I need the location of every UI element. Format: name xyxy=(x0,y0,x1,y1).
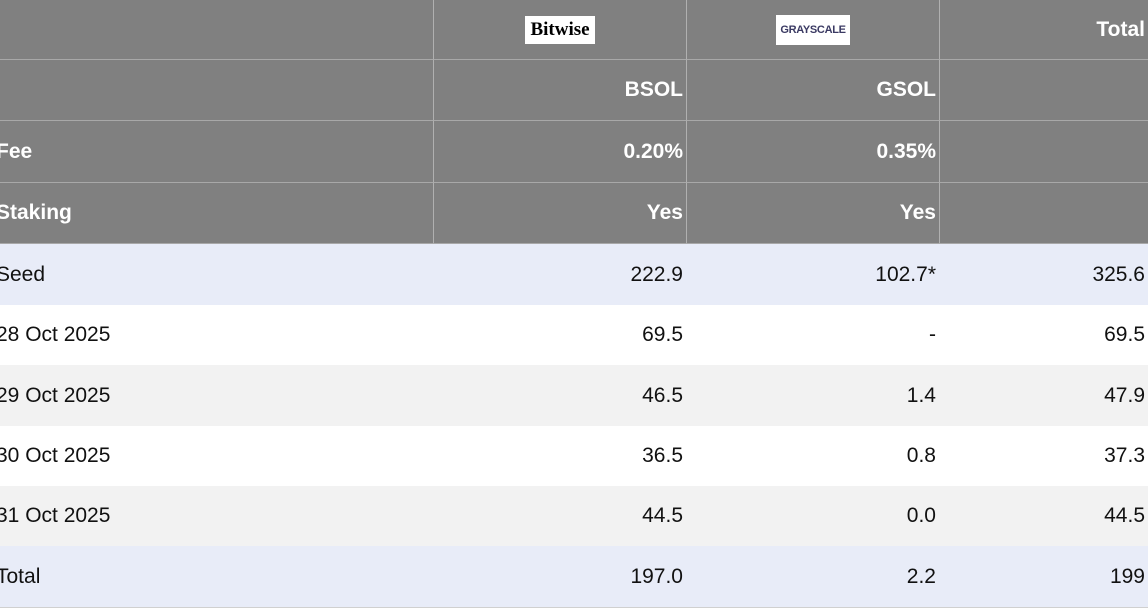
cell-value-text: 46.5 xyxy=(642,383,683,407)
row-label: 28 Oct 2025 xyxy=(0,305,433,365)
row-label-text: 28 Oct 2025 xyxy=(0,323,111,346)
header-staking: Yes xyxy=(686,183,939,244)
row-label-text: 30 Oct 2025 xyxy=(0,444,111,467)
header-total xyxy=(939,60,1148,121)
cell-value: 37.3 xyxy=(939,426,1148,486)
header-fee-text: 0.20% xyxy=(623,139,683,163)
cell-value-text: 102.7* xyxy=(875,262,936,286)
cell-value: 197.0 xyxy=(433,546,686,607)
header-ticker: GSOL xyxy=(686,60,939,121)
row-label: Seed xyxy=(0,244,433,305)
logo: Bitwise xyxy=(525,15,595,44)
cell-value-text: 47.9 xyxy=(1104,383,1145,407)
cell-value: 199 xyxy=(939,546,1148,607)
table-bottom-border xyxy=(0,607,1148,608)
header-fee: 0.35% xyxy=(686,121,939,183)
header-total xyxy=(939,183,1148,244)
row-label-text: 29 Oct 2025 xyxy=(0,383,111,407)
row-label-text: 31 Oct 2025 xyxy=(0,504,111,527)
cell-value-text: 0.0 xyxy=(906,504,936,527)
row-label: Total xyxy=(0,546,433,607)
cell-value: 69.5 xyxy=(939,305,1148,365)
row-label-text: Total xyxy=(0,564,41,588)
header-logo-cell: Bitwise xyxy=(433,0,686,60)
cell-value: 1.4 xyxy=(686,365,939,426)
row-label: 30 Oct 2025 xyxy=(0,426,433,486)
cell-value-text: 0.8 xyxy=(906,444,936,467)
header-fee-text: 0.35% xyxy=(876,139,936,163)
header-ticker: BSOL xyxy=(433,60,686,121)
cell-value-text: 1.4 xyxy=(906,383,936,407)
cell-value-text: 2.2 xyxy=(906,564,936,588)
cell-value: 222.9 xyxy=(433,244,686,305)
header-label xyxy=(0,60,433,121)
cell-value: 47.9 xyxy=(939,365,1148,426)
row-label: 31 Oct 2025 xyxy=(0,486,433,546)
header-label xyxy=(0,0,433,60)
cell-value: 325.6 xyxy=(939,244,1148,305)
cell-value-text: 325.6 xyxy=(1092,262,1145,286)
cell-value: 69.5 xyxy=(433,305,686,365)
header-ticker-text: GSOL xyxy=(876,78,936,101)
logo: GRAYSCALE xyxy=(776,14,850,45)
cell-value-text: 44.5 xyxy=(1104,504,1145,527)
cell-value-text: 69.5 xyxy=(642,323,683,346)
cell-value: 0.8 xyxy=(686,426,939,486)
cell-value-text: 69.5 xyxy=(1104,323,1145,346)
header-label: Fee xyxy=(0,121,433,183)
header-total-text: Total xyxy=(1096,17,1145,41)
header-fee: 0.20% xyxy=(433,121,686,183)
header-label: Staking xyxy=(0,183,433,244)
cell-value-text: 37.3 xyxy=(1104,444,1145,467)
header-total xyxy=(939,121,1148,183)
header-staking-text: Yes xyxy=(646,201,683,224)
header-label-text: Staking xyxy=(0,201,72,224)
cell-value: 46.5 xyxy=(433,365,686,426)
cell-value-text: 222.9 xyxy=(630,262,683,286)
row-label-text: Seed xyxy=(0,262,46,286)
cell-value: 2.2 xyxy=(686,546,939,607)
cell-value-text: 36.5 xyxy=(642,444,683,467)
cell-value-text: 199 xyxy=(1109,564,1145,588)
header-label-text: Fee xyxy=(0,139,33,163)
cell-value-text: - xyxy=(929,323,936,346)
row-label: 29 Oct 2025 xyxy=(0,365,433,426)
header-ticker-text: BSOL xyxy=(624,78,683,101)
cell-value: 0.0 xyxy=(686,486,939,546)
header-total: Total xyxy=(939,0,1148,60)
header-logo-cell: GRAYSCALE xyxy=(686,0,939,60)
cell-value-text: 44.5 xyxy=(642,504,683,527)
header-staking-text: Yes xyxy=(899,201,936,224)
cell-value: 44.5 xyxy=(939,486,1148,546)
cell-value: 36.5 xyxy=(433,426,686,486)
cell-value: 102.7* xyxy=(686,244,939,305)
header-staking: Yes xyxy=(433,183,686,244)
cell-value: 44.5 xyxy=(433,486,686,546)
cell-value-text: 197.0 xyxy=(630,564,683,588)
cell-value: - xyxy=(686,305,939,365)
